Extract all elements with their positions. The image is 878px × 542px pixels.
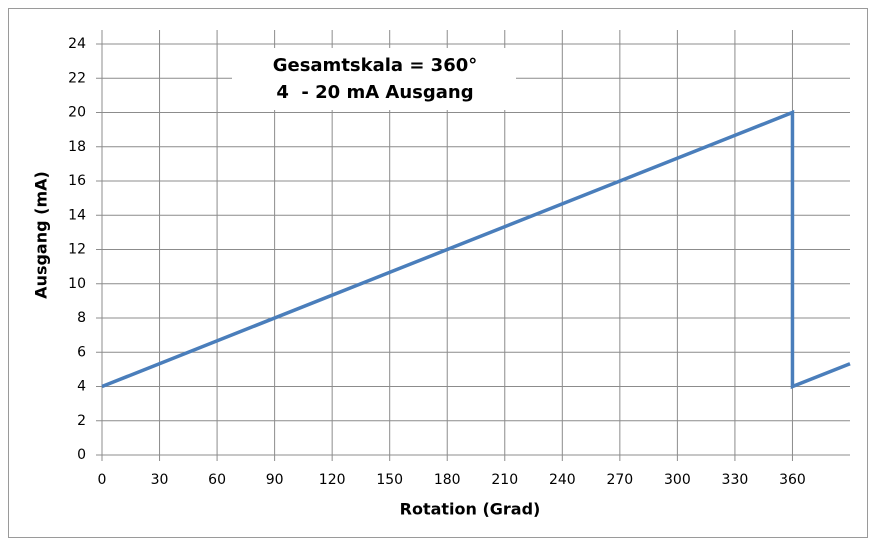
y-tick-label: 6 [77, 344, 86, 360]
x-axis-label: Rotation (Grad) [400, 500, 541, 519]
x-tick-label: 360 [779, 472, 806, 488]
y-tick-label: 10 [68, 276, 86, 292]
y-tick-label: 20 [68, 105, 86, 121]
y-tick-label: 14 [68, 207, 86, 223]
x-tick-label: 0 [98, 472, 107, 488]
x-tick-label: 30 [151, 472, 169, 488]
y-tick-label: 18 [68, 139, 86, 155]
data-line [101, 109, 851, 390]
x-tick-label: 210 [491, 472, 518, 488]
y-axis-label: Ausgang (mA) [32, 171, 51, 299]
x-tick-label: 330 [722, 472, 749, 488]
y-tick-label: 12 [68, 242, 86, 258]
y-tick-label: 8 [77, 310, 86, 326]
annotation: Gesamtskala = 360° [273, 55, 478, 76]
x-tick-label: 180 [434, 472, 461, 488]
x-tick-label: 270 [606, 472, 633, 488]
y-tick-label: 22 [68, 70, 86, 86]
y-tick-label: 4 [77, 379, 86, 395]
x-tick-label: 60 [208, 472, 226, 488]
y-tick-label: 24 [68, 36, 86, 52]
y-tick-label: 16 [68, 173, 86, 189]
x-tick-label: 150 [376, 472, 403, 488]
x-tick-label: 90 [266, 472, 284, 488]
x-tick-label: 240 [549, 472, 576, 488]
annotation-box [232, 48, 516, 110]
annotation: 4 - 20 mA Ausgang [276, 82, 473, 103]
y-tick-label: 0 [77, 447, 86, 463]
x-tick-label: 120 [319, 472, 346, 488]
y-tick-label: 2 [77, 413, 86, 429]
x-tick-label: 300 [664, 472, 691, 488]
